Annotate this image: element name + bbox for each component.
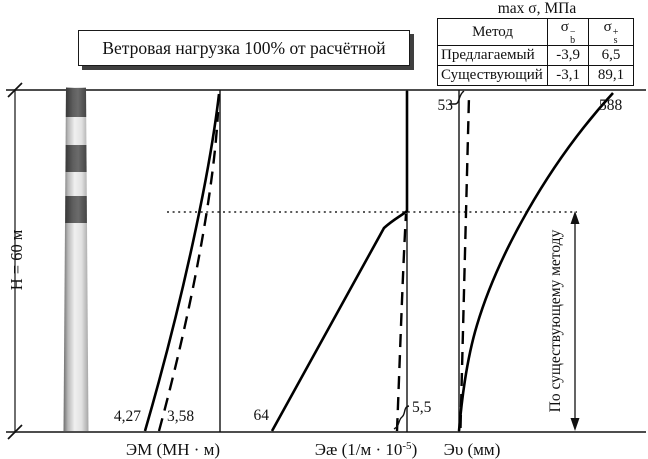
sigma-b-scripts: − b [569,27,576,46]
moment-dashed-value: 3,58 [167,408,194,425]
chimney-band-top [65,88,87,117]
curvature-dashed-value: 5,5 [412,399,432,416]
moment-axis-label: ЭМ (МН · м) [126,440,220,459]
curvature-value-brace [393,405,410,430]
dimension-tick-top [7,82,23,98]
deflection-curve-proposed-method [459,95,471,429]
chimney-band-lower [65,196,87,223]
existing-sigma-b: -3,1 [547,65,590,86]
deflection-epure: 53 588 Эυ (мм) [438,90,623,459]
existing-method-arrow: По существующему методу [547,211,580,431]
proposed-sigma-s: 6,5 [588,45,634,66]
col-method-header: Метод [436,18,549,46]
deflection-curve-existing-method [457,92,614,432]
table-row: Предлагаемый -3,9 6,5 [436,45,634,66]
method-existing: Существующий [436,65,549,86]
arrow-head-down-icon [570,418,580,431]
height-dimension: H = 60 м [7,82,26,440]
sigma-s-scripts: + s [612,27,619,46]
deflection-solid-value: 588 [599,97,623,114]
stress-table-block: max σ, МПа Метод σ − b σ + s Предлагаемый -3… [436,0,637,86]
existing-method-arrow-label: По существующему методу [547,229,564,412]
deflection-value-hook [449,90,465,105]
stress-table-header-row: Метод σ − b σ + s [436,18,634,46]
arrow-head-up-icon [570,211,580,224]
stress-table: Метод σ − b σ + s Предлагаемый -3,9 6,5 Суще… [436,18,634,86]
chimney-body [63,87,89,431]
moment-solid-value: 4,27 [114,408,141,425]
stress-table-caption: max σ, МПа [497,0,577,17]
existing-sigma-s: 89,1 [588,65,634,86]
col-sigma-b-header: σ − b [547,18,590,46]
chimney-band-middle [65,145,87,172]
deflection-dashed-value: 53 [438,97,454,114]
height-label: H = 60 м [7,229,26,290]
curvature-axis-label: Эæ (1/м · 10-5) [315,440,417,459]
deflection-axis-label: Эυ (мм) [444,440,501,459]
table-row: Существующий -3,1 89,1 [436,65,634,86]
curvature-curve-proposed [270,91,409,432]
sigma-s-symbol: σ [603,19,612,35]
moment-curve-proposed [143,93,221,432]
chimney-graphic [63,87,89,431]
dimension-tick-bottom [7,424,23,440]
method-proposed: Предлагаемый [436,45,549,66]
proposed-sigma-b: -3,9 [547,45,590,66]
moment-curve-existing [157,111,220,432]
curvature-solid-value: 64 [254,407,270,424]
wind-load-title-box: Ветровая нагрузка 100% от расчётной [78,30,410,66]
curvature-epure: 64 5,5 Эæ (1/м · 10-5) [254,91,432,459]
moment-epure: 4,27 3,58 ЭМ (МН · м) [114,93,221,459]
curvature-curve-existing [395,213,408,432]
wind-load-title: Ветровая нагрузка 100% от расчётной [102,37,386,58]
col-sigma-s-header: σ + s [588,18,634,46]
sigma-b-symbol: σ [560,19,569,35]
